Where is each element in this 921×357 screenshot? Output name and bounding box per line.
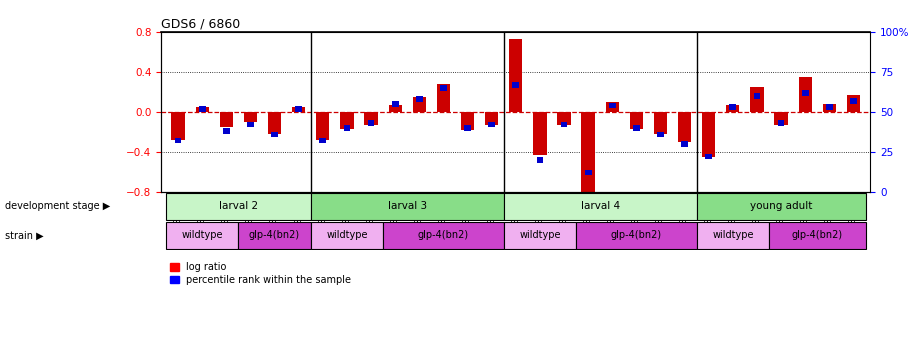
Bar [389,105,402,112]
Bar [729,105,736,110]
Bar [609,103,615,108]
Bar [576,222,696,249]
Bar [727,105,740,112]
Bar [268,112,281,134]
Bar [633,125,640,131]
Bar [777,120,785,126]
Bar [310,222,383,249]
Bar [391,101,399,107]
Bar [460,112,474,130]
Bar [340,112,354,129]
Bar [678,112,692,142]
Text: wildtype: wildtype [712,230,753,240]
Bar [367,120,375,126]
Bar [247,122,254,127]
Bar [654,112,667,134]
Bar [504,193,696,220]
Bar [440,85,447,91]
Bar [696,193,866,220]
Bar [630,112,643,129]
Bar [316,112,330,140]
Bar [775,112,787,125]
Bar [753,93,761,99]
Bar [296,106,302,111]
Text: wildtype: wildtype [181,230,223,240]
Bar [826,105,833,110]
Bar [488,122,495,127]
Bar [799,77,811,112]
Bar [320,138,326,144]
Bar [504,222,576,249]
Bar [769,222,866,249]
Bar [822,104,836,112]
Bar [696,222,769,249]
Text: larval 3: larval 3 [388,201,426,211]
Bar [581,112,595,194]
Bar [846,95,860,112]
Text: glp-4(bn2): glp-4(bn2) [792,230,843,240]
Bar [416,96,423,102]
Text: wildtype: wildtype [519,230,561,240]
Text: larval 4: larval 4 [580,201,620,211]
Legend: log ratio, percentile rank within the sample: log ratio, percentile rank within the sa… [166,258,356,289]
Bar [606,102,619,112]
Bar [292,107,305,112]
Text: larval 2: larval 2 [219,201,258,211]
Bar [485,112,498,125]
Bar [702,112,716,157]
Bar [365,112,378,125]
Text: glp-4(bn2): glp-4(bn2) [418,230,469,240]
Bar [413,97,426,112]
Bar [533,112,546,155]
Bar [166,222,239,249]
Bar [512,82,519,87]
Bar [509,39,522,112]
Bar [171,112,185,140]
Bar [344,125,350,131]
Bar [705,154,712,160]
Text: glp-4(bn2): glp-4(bn2) [611,230,662,240]
Bar [802,90,809,96]
Bar [850,98,857,104]
Bar [585,170,591,175]
Bar [537,157,543,163]
Bar [657,132,664,137]
Text: GDS6 / 6860: GDS6 / 6860 [161,18,240,31]
Bar [682,141,688,147]
Bar [199,106,205,111]
Bar [175,138,181,144]
Text: strain ▶: strain ▶ [5,230,43,240]
Bar [751,87,764,112]
Bar [437,84,450,112]
Bar [195,107,209,112]
Bar [239,222,310,249]
Bar [271,132,278,137]
Bar [383,222,504,249]
Text: development stage ▶: development stage ▶ [5,201,110,211]
Text: glp-4(bn2): glp-4(bn2) [249,230,300,240]
Bar [220,112,233,127]
Bar [223,129,229,134]
Bar [464,125,471,131]
Bar [310,193,504,220]
Text: wildtype: wildtype [326,230,367,240]
Bar [166,193,310,220]
Bar [557,112,571,125]
Bar [561,122,567,127]
Bar [244,112,257,122]
Text: young adult: young adult [750,201,812,211]
